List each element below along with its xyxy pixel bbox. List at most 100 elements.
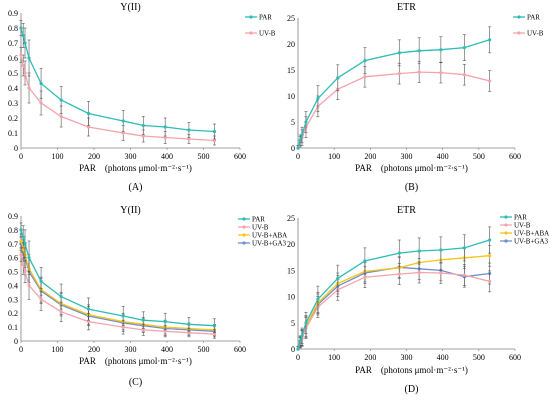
data-point (21, 235, 25, 239)
panel-label: (D) (405, 384, 419, 395)
x-tick-label: 400 (437, 353, 449, 362)
series-line (297, 255, 490, 350)
y-tick-label: 0.3 (8, 295, 18, 304)
data-point (417, 49, 421, 53)
y-tick-label: 0.1 (8, 323, 18, 332)
data-point (19, 253, 23, 257)
y-tick-label: 10 (287, 293, 295, 302)
data-point (39, 101, 43, 105)
data-point (336, 276, 340, 280)
series-line (297, 266, 490, 350)
x-axis-label: PAR (photons μmol·m⁻²·s⁻¹) (79, 356, 192, 366)
y-tick-label: 0 (291, 345, 295, 354)
data-point (212, 332, 217, 336)
y-tick-label: 0.2 (8, 114, 18, 123)
data-point (488, 279, 492, 284)
legend-marker (242, 241, 246, 245)
data-point (19, 26, 23, 30)
data-point (27, 56, 31, 60)
y-tick-label: 0.8 (8, 24, 18, 33)
data-point (296, 347, 300, 351)
y-tick-label: 0.6 (8, 254, 18, 263)
data-point (23, 269, 27, 274)
data-point (27, 256, 31, 260)
x-axis-label: PAR (photons μmol·m⁻²·s⁻¹) (355, 163, 468, 173)
data-point (298, 339, 302, 343)
data-point (397, 251, 401, 255)
data-point (59, 114, 63, 119)
legend-label: UV-B+GA3 (514, 238, 549, 246)
data-point (21, 247, 25, 251)
y-tick-label: 0.4 (8, 84, 18, 93)
x-tick-label: 100 (52, 152, 64, 161)
data-point (212, 138, 217, 143)
legend-label: UV-B (259, 30, 276, 38)
data-point (363, 75, 367, 79)
chart-title: ETR (397, 2, 416, 13)
data-point (141, 328, 145, 332)
x-tick-label: 400 (161, 152, 173, 161)
legend-label: UV-B (514, 222, 531, 230)
y-tick-label: 0.2 (8, 309, 18, 318)
data-point (23, 41, 27, 45)
data-point (59, 310, 63, 314)
data-point (27, 86, 31, 90)
legend-label: UV-B+ABA (514, 230, 549, 238)
data-point (163, 329, 167, 333)
data-point (462, 246, 466, 250)
x-tick-label: 400 (161, 345, 173, 354)
legend-marker (504, 223, 508, 227)
data-point (39, 81, 43, 86)
legend-label: UV-B+GA3 (252, 240, 287, 248)
legend-marker (249, 31, 253, 35)
x-tick-label: 300 (125, 345, 137, 354)
data-point (304, 321, 308, 325)
data-point (300, 334, 304, 338)
data-point (121, 131, 125, 135)
legend-marker (504, 231, 508, 235)
data-point (86, 125, 91, 129)
data-point (59, 294, 63, 299)
y-tick-label: 25 (287, 14, 295, 23)
data-point (462, 273, 466, 277)
x-tick-label: 600 (234, 345, 246, 354)
x-tick-label: 300 (401, 353, 413, 362)
data-point (187, 137, 191, 141)
series-line (297, 39, 490, 149)
data-point (86, 307, 91, 311)
series-line (20, 54, 215, 142)
legend-marker (249, 15, 253, 19)
data-point (439, 248, 443, 252)
series-uv-b (296, 61, 492, 150)
legend-marker (517, 31, 521, 35)
series-uv-b (296, 261, 492, 351)
legend-marker (517, 15, 521, 19)
data-point (19, 239, 23, 243)
data-point (316, 97, 320, 101)
series-uv-b-aba (19, 233, 217, 336)
legend-label: PAR (527, 14, 540, 22)
legend-label: PAR (252, 216, 265, 224)
chart-title: Y(II) (120, 205, 141, 216)
x-tick-label: 500 (198, 152, 210, 161)
data-point (439, 48, 443, 52)
data-point (439, 71, 443, 75)
data-point (304, 120, 308, 124)
chart-title: Y(II) (120, 2, 141, 13)
x-tick-label: 100 (52, 345, 64, 354)
y-tick-label: 20 (287, 240, 295, 249)
x-axis-label: PAR (photons μmol·m⁻²·s⁻¹) (355, 365, 468, 375)
series-uv-b (19, 47, 217, 146)
data-point (141, 134, 145, 138)
x-tick-label: 0 (19, 152, 23, 161)
data-point (462, 46, 466, 50)
data-point (397, 272, 401, 276)
data-point (462, 73, 466, 77)
data-point (488, 254, 492, 258)
chart-panel-d: 0 5 10 15 20 25 0 100 200 300 400 500 600 ETR PAR (pho… (287, 205, 549, 395)
series-line (297, 271, 490, 350)
data-point (488, 38, 492, 42)
panel-label: (B) (405, 182, 418, 193)
x-tick-label: 600 (509, 353, 521, 362)
y-tick-label: 10 (287, 92, 295, 101)
